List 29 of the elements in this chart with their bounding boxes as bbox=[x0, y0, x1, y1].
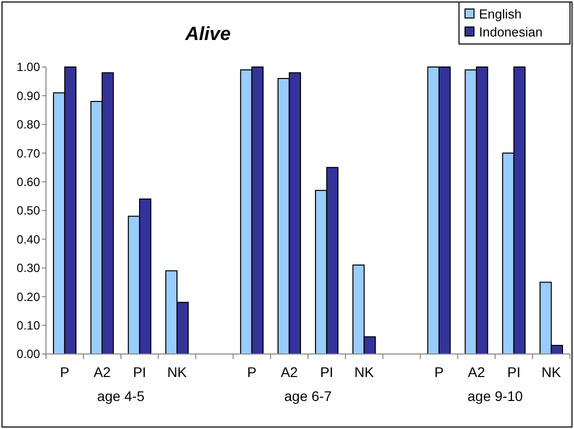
y-tick-label: 0.20 bbox=[16, 290, 40, 304]
y-tick-label: 0.10 bbox=[16, 318, 40, 332]
x-tick-label: P bbox=[60, 364, 70, 380]
y-tick-label: 0.80 bbox=[16, 118, 40, 132]
chart-title: Alive bbox=[184, 24, 232, 45]
y-tick-label: 0.30 bbox=[16, 261, 40, 276]
x-tick-label: P bbox=[247, 364, 257, 380]
legend-label: Indonesian bbox=[479, 24, 543, 40]
x-tick-label: A2 bbox=[468, 364, 486, 380]
x-tick-label: PI bbox=[507, 364, 520, 380]
text: age 6-7 bbox=[284, 388, 332, 404]
y-tick-label: 0.60 bbox=[16, 175, 40, 189]
text: age 9-10 bbox=[468, 388, 523, 404]
y-tick-label: 0.40 bbox=[16, 232, 40, 246]
y-tick-label: 0.90 bbox=[16, 88, 40, 103]
x-tick-label: P bbox=[434, 364, 444, 380]
x-tick-label: PI bbox=[132, 364, 146, 380]
text: age 4-5 bbox=[97, 388, 145, 404]
x-tick-label: NK bbox=[354, 364, 375, 380]
x-tick-label: NK bbox=[167, 364, 188, 380]
y-tick-label: 0.70 bbox=[16, 146, 40, 160]
y-tick-label: 1.00 bbox=[16, 60, 40, 74]
legend-label: English bbox=[479, 6, 522, 22]
y-tick-label: 0.00 bbox=[16, 347, 40, 362]
x-tick-label: A2 bbox=[94, 364, 111, 380]
x-tick-label: PI bbox=[320, 364, 334, 380]
y-tick-label: 0.50 bbox=[16, 204, 40, 218]
x-tick-label: NK bbox=[542, 364, 562, 380]
x-tick-label: A2 bbox=[280, 364, 298, 380]
